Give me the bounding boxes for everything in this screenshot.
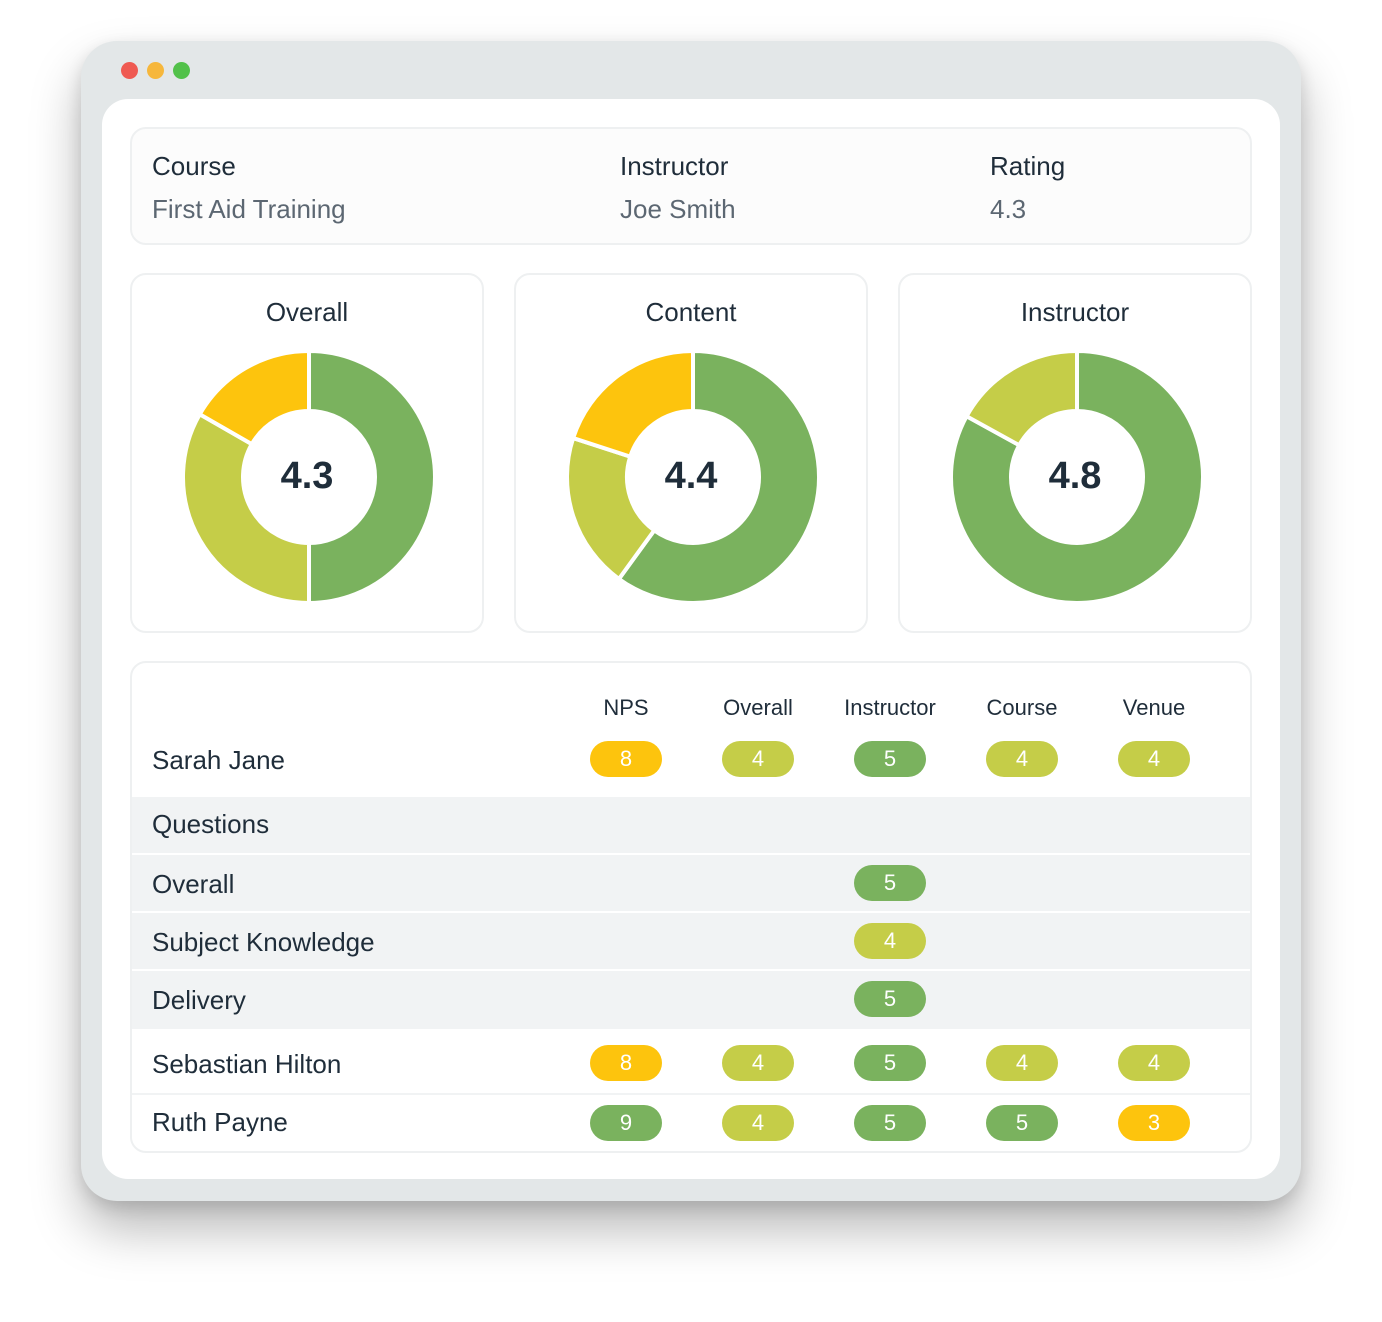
venue-score-badge: 4	[1118, 741, 1190, 777]
instructor-label: Instructor	[620, 151, 729, 181]
venue-score-badge: 4	[1118, 1045, 1190, 1081]
question-row: Delivery 5	[132, 971, 1250, 1029]
question-score-badge: 5	[854, 865, 926, 901]
minimize-window-button[interactable]	[147, 62, 164, 79]
overall-score-badge: 4	[722, 1105, 794, 1141]
column-header-nps: NPS	[603, 695, 649, 720]
donut-center-value: 4.3	[280, 455, 334, 497]
questions-heading: Questions	[152, 809, 270, 839]
instructor-info: Instructor Joe Smith	[620, 151, 736, 225]
overall-score-badge: 4	[722, 741, 794, 777]
course-label: Course	[152, 151, 236, 181]
overall-donut-chart	[181, 349, 437, 605]
table-row[interactable]: Sebastian Hilton 8 4 5 4 4	[132, 1029, 1250, 1093]
dashboard-content: Course First Aid Training Instructor Joe…	[102, 99, 1280, 1179]
column-header-course: Course	[986, 695, 1058, 720]
question-score-badge: 4	[854, 923, 926, 959]
course-score-badge: 5	[986, 1105, 1058, 1141]
close-window-button[interactable]	[121, 62, 138, 79]
nps-score-badge: 8	[590, 1045, 662, 1081]
instructor-donut-chart	[949, 349, 1205, 605]
column-header-venue: Venue	[1122, 695, 1186, 720]
question-label: Delivery	[152, 985, 246, 1015]
responses-table: NPS Overall Instructor Course Venue Sara…	[130, 661, 1252, 1153]
nps-score-badge: 9	[590, 1105, 662, 1141]
donut-slice-lime	[964, 349, 1079, 448]
question-label: Subject Knowledge	[152, 927, 375, 957]
donut-title: Overall	[265, 297, 349, 327]
course-score-badge: 4	[986, 1045, 1058, 1081]
question-row: Subject Knowledge 4	[132, 913, 1250, 971]
donut-center-value: 4.8	[1048, 455, 1102, 497]
donut-center-value: 4.4	[664, 455, 718, 497]
donut-title: Instructor	[1020, 297, 1130, 327]
table-row[interactable]: Sarah Jane 8 4 5 4 4	[132, 739, 1250, 797]
column-header-overall: Overall	[723, 695, 793, 720]
nps-score-badge: 8	[590, 741, 662, 777]
rating-value: 4.3	[990, 194, 1027, 224]
rating-info: Rating 4.3	[990, 151, 1065, 225]
respondent-name: Sebastian Hilton	[152, 1049, 342, 1079]
question-score-badge: 5	[854, 981, 926, 1017]
donut-slice-green	[949, 349, 1205, 605]
course-score-badge: 4	[986, 741, 1058, 777]
question-label: Overall	[152, 869, 235, 899]
donut-slice-amber	[197, 349, 311, 447]
maximize-window-button[interactable]	[173, 62, 190, 79]
overall-donut-card: Overall 4.3	[130, 273, 484, 633]
course-value: First Aid Training	[152, 194, 346, 224]
content-donut-card: Content 4.4	[514, 273, 868, 633]
questions-header-row: Questions	[132, 797, 1250, 855]
instructor-value: Joe Smith	[620, 194, 736, 224]
rating-label: Rating	[990, 151, 1066, 181]
donut-slice-amber	[571, 349, 695, 459]
instructor-score-badge: 5	[854, 741, 926, 777]
instructor-donut-card: Instructor 4.8	[898, 273, 1252, 633]
donut-slice-lime	[181, 412, 311, 605]
course-info: Course First Aid Training	[152, 151, 346, 225]
content-donut-chart	[565, 349, 821, 605]
donut-title: Content	[645, 297, 737, 327]
app-window: Course First Aid Training Instructor Joe…	[81, 41, 1301, 1201]
question-row: Overall 5	[132, 855, 1250, 913]
donut-slice-green	[307, 349, 437, 605]
venue-score-badge: 3	[1118, 1105, 1190, 1141]
column-header-instructor: Instructor	[844, 695, 936, 720]
instructor-score-badge: 5	[854, 1105, 926, 1141]
instructor-score-badge: 5	[854, 1045, 926, 1081]
table-row[interactable]: Ruth Payne 9 4 5 5 3	[132, 1093, 1250, 1151]
donut-slice-green	[616, 349, 821, 605]
course-info-card: Course First Aid Training Instructor Joe…	[130, 127, 1252, 245]
respondent-name: Ruth Payne	[152, 1107, 288, 1137]
respondent-name: Sarah Jane	[152, 745, 285, 775]
overall-score-badge: 4	[722, 1045, 794, 1081]
